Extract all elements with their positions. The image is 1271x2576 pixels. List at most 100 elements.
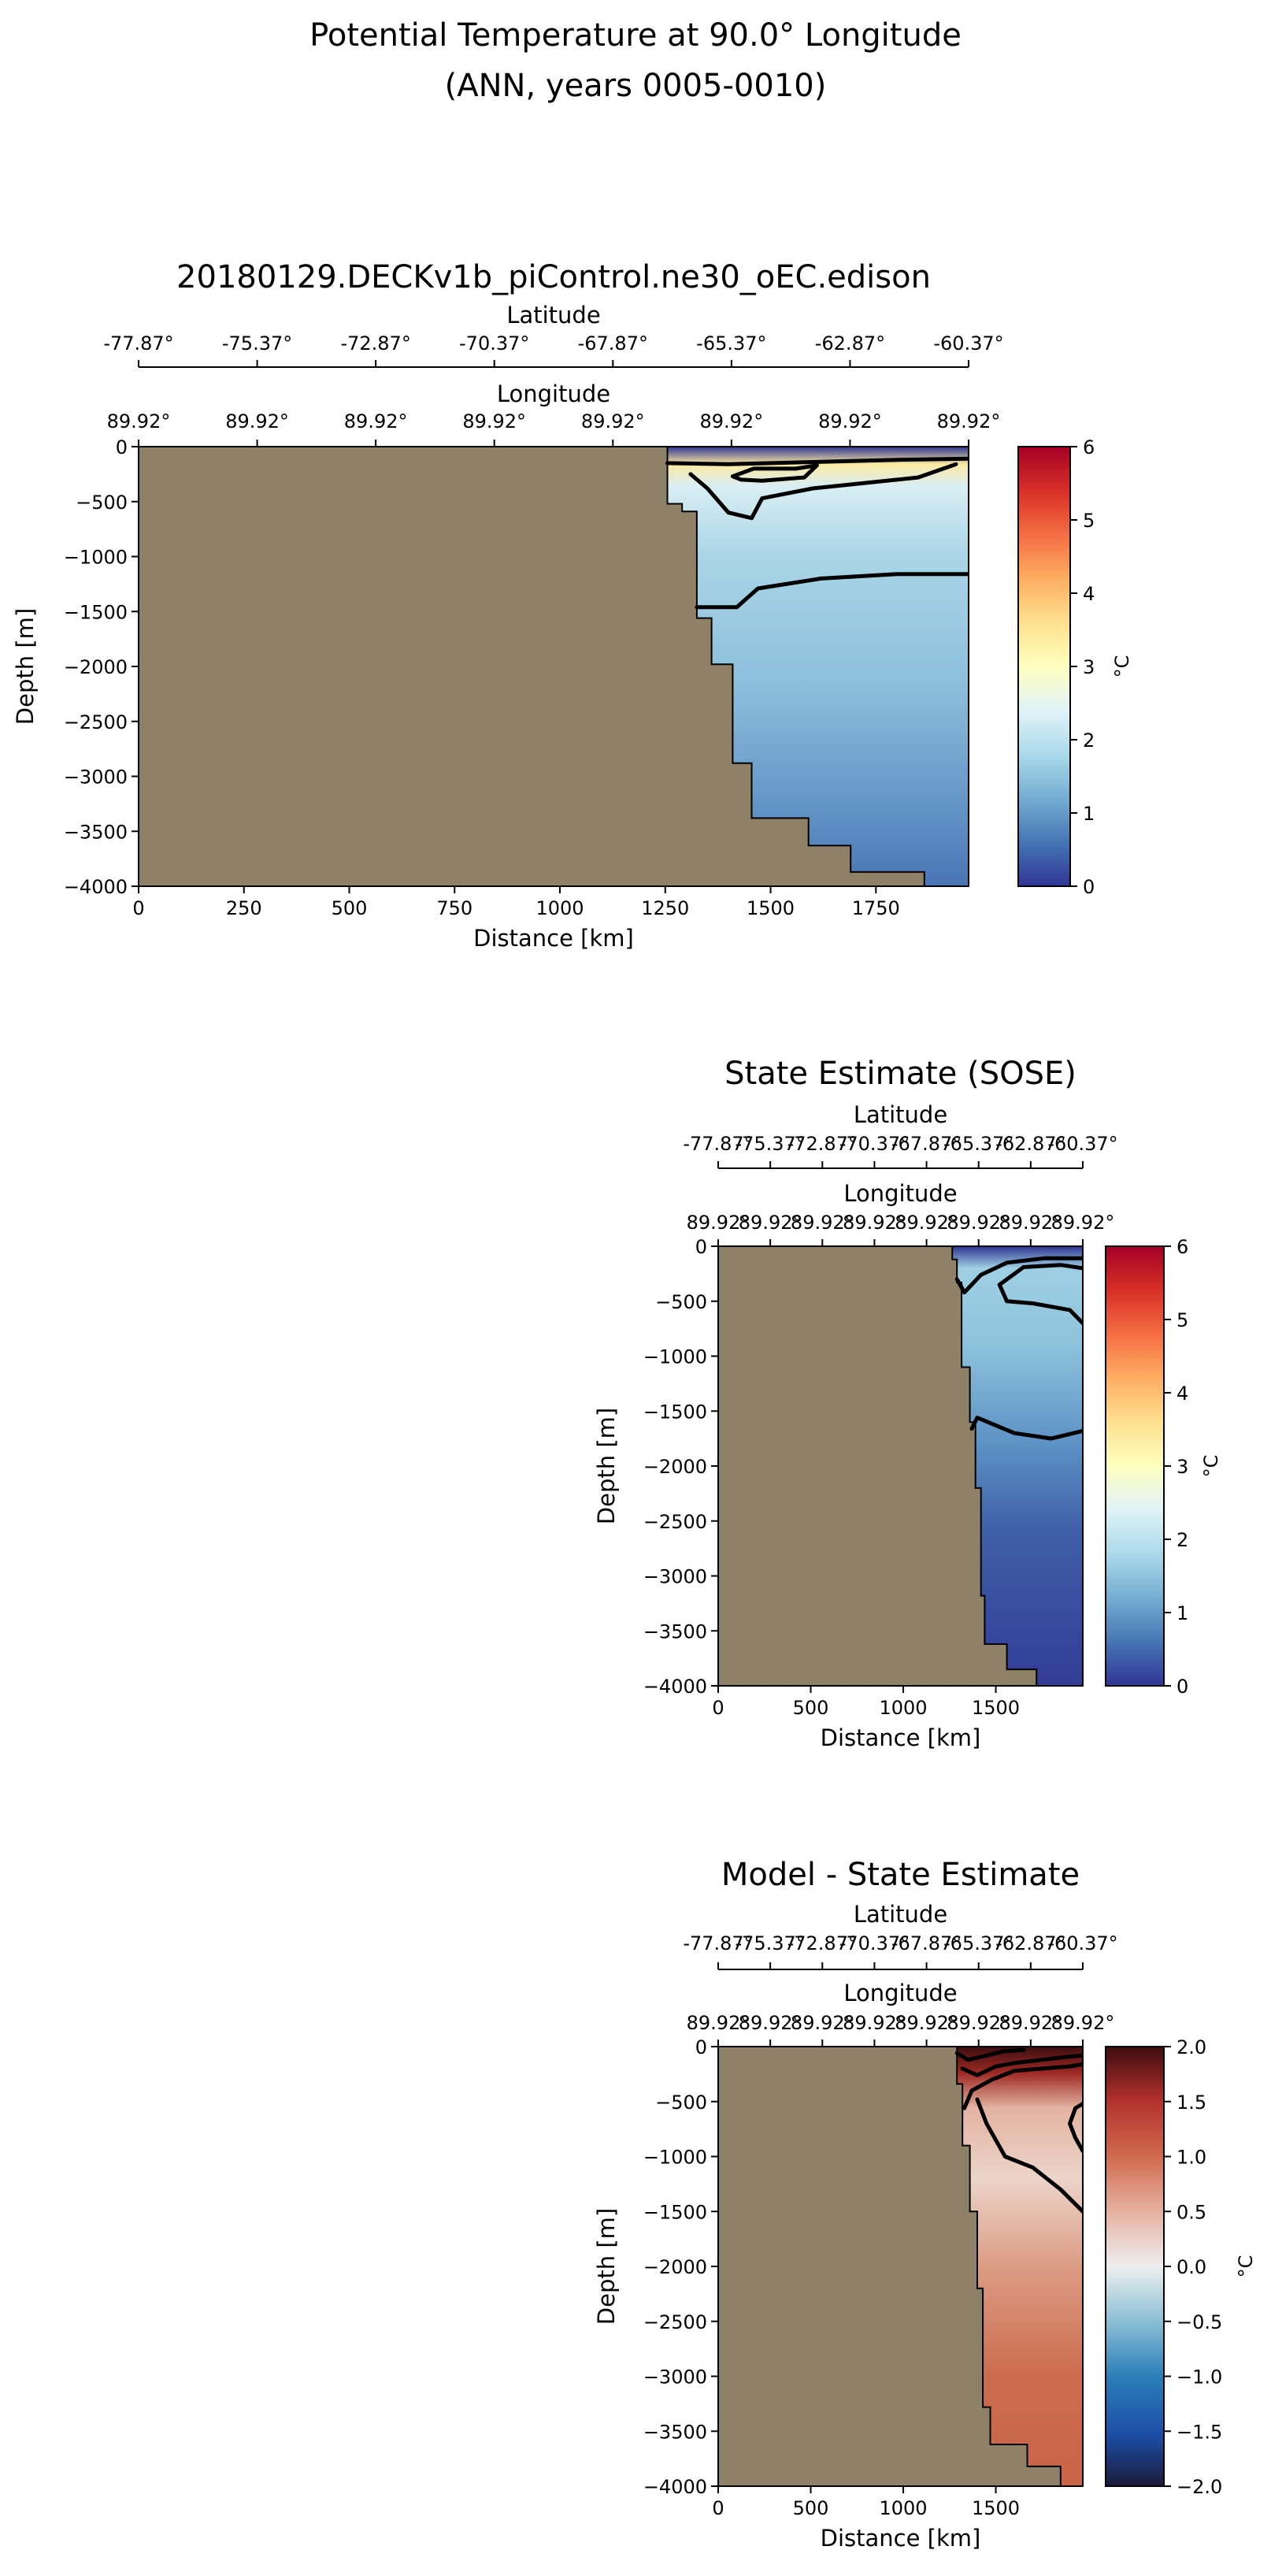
x-tick-label: 1500: [972, 2497, 1020, 2519]
y-tick-label: −1000: [64, 547, 128, 569]
colorbar-tick-label: −2.0: [1177, 2476, 1222, 2498]
colorbar-tick-label: 5: [1177, 1309, 1188, 1331]
x-tick-label: 0: [712, 1697, 724, 1719]
latitude-tick-label: -62.87°: [815, 332, 885, 354]
latitude-tick-label: -77.87°: [683, 1932, 753, 1954]
longitude-tick-label: 89.92°: [225, 410, 289, 432]
longitude-tick-label: 89.92°: [739, 2012, 802, 2034]
y-tick-label: −3500: [643, 2421, 707, 2443]
y-tick-label: −2000: [643, 2256, 707, 2278]
y-tick-label: −3000: [643, 2366, 707, 2389]
bathymetry-line: [666, 447, 925, 886]
y-tick-label: −3500: [64, 821, 128, 843]
figure-title-line2: (ANN, years 0005-0010): [445, 68, 827, 104]
y-axis-label: Depth [m]: [593, 1408, 620, 1524]
colorbar-label: °C: [1200, 1455, 1222, 1478]
x-tick-label: 500: [793, 2497, 829, 2519]
longitude-tick-label: 89.92°: [581, 410, 645, 432]
contour-line: [954, 2047, 1026, 2062]
x-tick-label: 1000: [879, 2497, 927, 2519]
colorbar-tick-label: 2.0: [1177, 2036, 1206, 2058]
colorbar-tick-label: 4: [1177, 1383, 1188, 1405]
colorbar-tick-label: 5: [1083, 510, 1095, 532]
latitude-tick-label: -65.37°: [696, 332, 766, 354]
panel-difference: Model - State Estimate 0 500 1000 1500 Distan…: [593, 1857, 1257, 2552]
x-tick-label: 1500: [747, 897, 795, 919]
x-tick-label: 500: [332, 897, 368, 919]
x-tick-label: 1250: [641, 897, 689, 919]
colorbar: [1017, 446, 1071, 887]
contour-line: [730, 463, 819, 483]
panel-title: Model - State Estimate: [721, 1857, 1080, 1893]
longitude-tick-label: 89.92°: [687, 2012, 750, 2034]
latitude-tick-label: -60.37°: [933, 332, 1003, 354]
y-tick-label: 0: [116, 436, 128, 458]
colorbar-tick-label: 1: [1083, 803, 1095, 825]
latitude-tick-label: -72.87°: [787, 1932, 858, 1954]
y-tick-label: −500: [655, 2092, 707, 2114]
longitude-tick-label: 89.92°: [791, 2012, 854, 2034]
longitude-tick-label: 89.92°: [687, 1212, 750, 1234]
x-axis-label: Distance [km]: [473, 925, 634, 952]
latitude-tick-label: -67.87°: [891, 1932, 962, 1954]
x-axis-label: Distance [km]: [821, 2525, 981, 2552]
y-tick-label: −3000: [643, 1566, 707, 1588]
colorbar-tick-label: 1: [1177, 1602, 1188, 1624]
y-axis-label: Depth [m]: [593, 2208, 620, 2325]
bathymetry-line: [956, 2047, 1062, 2486]
panel-sose: State Estimate (SOSE)0 500 1000 1500Distanc…: [593, 1056, 1222, 1751]
x-tick-label: 0: [132, 897, 144, 919]
colorbar-tick-label: 4: [1083, 583, 1095, 605]
longitude-tick-label: 89.92°: [895, 2012, 958, 2034]
latitude-tick-label: -67.87°: [891, 1133, 962, 1155]
latitude-axis-label: Latitude: [854, 1901, 947, 1928]
longitude-tick-label: 89.92°: [791, 1212, 854, 1234]
latitude-axis-label: Latitude: [506, 302, 600, 328]
latitude-tick-label: -72.87°: [787, 1133, 858, 1155]
latitude-tick-label: -65.37°: [943, 1133, 1013, 1155]
y-tick-label: −1500: [643, 2201, 707, 2223]
land-mask: [718, 1246, 1037, 1686]
contour-line: [962, 2062, 1083, 2110]
panel-title: 20180129.DECKv1b_piControl.ne30_oEC.edis…: [176, 259, 931, 295]
contour-line: [665, 456, 969, 466]
longitude-tick-label: 89.92°: [937, 410, 1001, 432]
latitude-tick-label: -75.37°: [735, 1932, 805, 1954]
y-tick-label: −3500: [643, 1620, 707, 1642]
y-tick-label: −1500: [643, 1401, 707, 1423]
colorbar-label: °C: [1111, 655, 1133, 678]
longitude-tick-label: 89.92°: [843, 2012, 906, 2034]
contour-line: [969, 1416, 1083, 1441]
contour-line: [954, 1256, 1083, 1295]
latitude-tick-label: -75.37°: [222, 332, 292, 354]
latitude-tick-label: -75.37°: [735, 1133, 805, 1155]
colorbar-tick-label: −1.0: [1177, 2366, 1222, 2389]
longitude-tick-label: 89.92°: [739, 1212, 802, 1234]
latitude-tick-label: -62.87°: [995, 1932, 1065, 1954]
longitude-tick-label: 89.92°: [947, 2012, 1010, 2034]
latitude-tick-label: -60.37°: [1047, 1932, 1117, 1954]
y-tick-label: −4000: [64, 876, 128, 898]
latitude-tick-label: -62.87°: [995, 1133, 1065, 1155]
latitude-tick-label: -65.37°: [943, 1932, 1013, 1954]
colorbar-tick-label: 6: [1177, 1236, 1188, 1258]
longitude-axis-label: Longitude: [497, 380, 610, 407]
longitude-tick-label: 89.92°: [344, 410, 408, 432]
colorbar-tick-label: 1.5: [1177, 2092, 1206, 2114]
contour-line: [960, 2053, 1083, 2077]
longitude-tick-label: 89.92°: [818, 410, 882, 432]
x-tick-label: 1750: [852, 897, 900, 919]
plot-area: [718, 2047, 1083, 2486]
x-tick-label: 750: [436, 897, 472, 919]
colorbar-tick-label: 0: [1083, 876, 1095, 898]
colorbar-label: °C: [1235, 2255, 1257, 2278]
latitude-tick-label: -77.87°: [683, 1133, 753, 1155]
longitude-tick-label: 89.92°: [947, 1212, 1010, 1234]
latitude-tick-label: -77.87°: [103, 332, 173, 354]
y-tick-label: −1000: [643, 2147, 707, 2169]
longitude-tick-label: 89.92°: [843, 1212, 906, 1234]
y-tick-label: −500: [655, 1291, 707, 1313]
colorbar-tick-label: 0.5: [1177, 2201, 1206, 2223]
longitude-tick-label: 89.92°: [107, 410, 171, 432]
latitude-tick-label: -70.37°: [839, 1932, 910, 1954]
